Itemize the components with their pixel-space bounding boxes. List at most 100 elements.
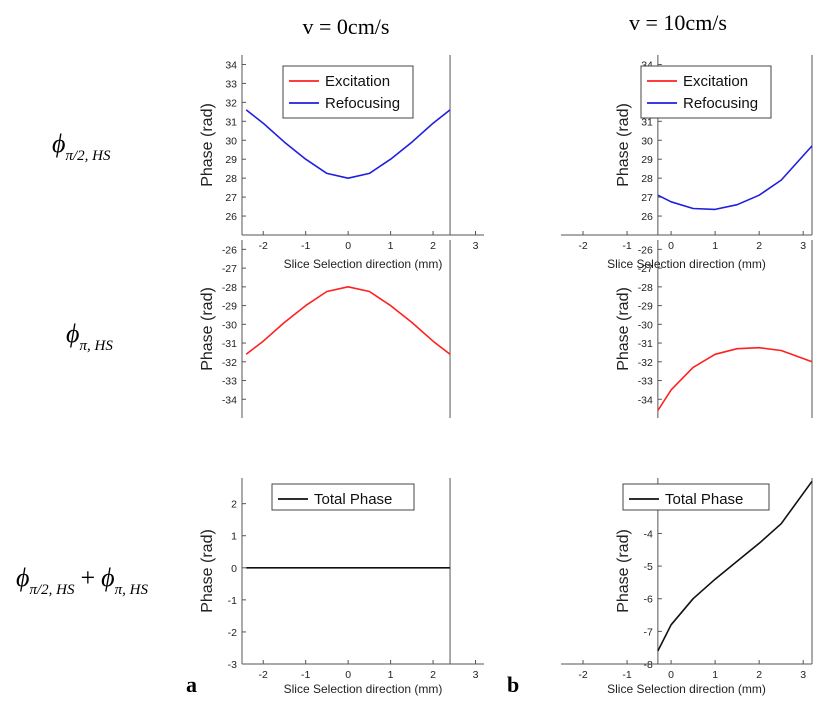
chart-a1: 26 27 28 29 30 31 32 33 34 -2 -1 0 1 2 3 Slice Selectio… xyxy=(199,55,484,271)
legend-label-b1-1: Refocusing xyxy=(683,95,758,112)
legend-label-b1-0: Excitation xyxy=(683,73,748,90)
ytick-label-a1-2: 28 xyxy=(225,173,237,185)
ytick-label-b1-0: 26 xyxy=(641,211,653,223)
xtick-label-b3-5: 3 xyxy=(800,669,806,681)
xtick-label-b3-3: 1 xyxy=(712,669,718,681)
ytick-label-b3-5: -8 xyxy=(644,659,653,671)
ytick-label-b1-4: 30 xyxy=(641,135,653,147)
legend-box-b1 xyxy=(640,65,772,119)
xtick-label-a1-1: -1 xyxy=(301,240,310,252)
xlabel-a3: Slice Selection direction (mm) xyxy=(284,682,443,696)
ylabel-b2: Phase (rad) xyxy=(615,287,632,371)
ytick-label-a1-8: 34 xyxy=(225,59,237,71)
ytick-label-b2-1: -27 xyxy=(638,263,653,275)
series-line-b3-0 xyxy=(657,480,813,652)
xtick-label-a1-3: 1 xyxy=(388,240,394,252)
xtick-label-a1-2: 0 xyxy=(345,240,351,252)
xtick-label-b1-2: 0 xyxy=(668,240,674,252)
ytick-label-a1-7: 33 xyxy=(225,78,237,90)
panel-letter-a: a xyxy=(186,672,197,697)
ylabel-a2: Phase (rad) xyxy=(199,287,216,371)
legend-label-a1-0: Excitation xyxy=(325,73,390,90)
xtick-label-b3-4: 2 xyxy=(756,669,762,681)
ytick-label-b2-2: -28 xyxy=(638,282,653,294)
row-label-3: ϕπ/2, HS + ϕπ, HS xyxy=(16,563,148,598)
xtick-label-b1-0: -2 xyxy=(578,240,587,252)
series-line-a1-0 xyxy=(245,109,451,179)
xtick-label-a3-4: 2 xyxy=(430,669,436,681)
ytick-label-b1-8: 34 xyxy=(641,59,653,71)
ytick-label-a1-1: 27 xyxy=(225,192,237,204)
legend-box-b3 xyxy=(622,483,770,511)
ytick-label-b3-4: -7 xyxy=(644,626,653,638)
row-label-1: ϕπ/2, HS xyxy=(52,129,111,164)
ylabel-a3: Phase (rad) xyxy=(199,529,216,613)
xlabel-b1: Slice Selection direction (mm) xyxy=(607,257,766,271)
xtick-label-a3-5: 3 xyxy=(473,669,479,681)
ytick-label-b2-4: -30 xyxy=(638,319,653,331)
ytick-label-a2-3: -29 xyxy=(222,301,237,313)
ytick-label-a2-0: -26 xyxy=(222,244,237,256)
ytick-label-b2-0: -26 xyxy=(638,244,653,256)
ytick-label-b1-2: 28 xyxy=(641,173,653,185)
ytick-label-a2-7: -33 xyxy=(222,376,237,388)
chart-b2: -26 -27 -28 -29 -30 -31 -32 -33 -34 Phase (rad) xyxy=(615,240,813,418)
row-label-2: ϕπ, HS xyxy=(66,319,113,354)
xtick-label-a3-0: -2 xyxy=(259,669,268,681)
xtick-label-a1-0: -2 xyxy=(259,240,268,252)
series-line-a2-0 xyxy=(245,286,451,355)
ytick-label-b2-3: -29 xyxy=(638,301,653,313)
ytick-label-b1-3: 29 xyxy=(641,154,653,166)
series-line-b1-0 xyxy=(657,145,813,211)
ylabel-a1: Phase (rad) xyxy=(199,103,216,187)
ytick-label-a3-1: 1 xyxy=(231,531,237,543)
ylabel-b3: Phase (rad) xyxy=(615,529,632,613)
panel-letter-b: b xyxy=(507,672,519,697)
ytick-label-a2-6: -32 xyxy=(222,357,237,369)
ytick-label-a1-0: 26 xyxy=(225,211,237,223)
ytick-label-b3-3: -6 xyxy=(644,594,653,606)
legend-label-a3-0: Total Phase xyxy=(314,491,392,508)
xtick-label-b1-1: -1 xyxy=(622,240,631,252)
legend-label-a1-1: Refocusing xyxy=(325,95,400,112)
ytick-label-b1-5: 31 xyxy=(641,116,653,128)
ytick-label-b3-2: -5 xyxy=(644,561,653,573)
xtick-label-a3-2: 0 xyxy=(345,669,351,681)
ytick-label-b1-1: 27 xyxy=(641,192,653,204)
ytick-label-b2-7: -33 xyxy=(638,376,653,388)
xlabel-a1: Slice Selection direction (mm) xyxy=(284,257,443,271)
ytick-label-a1-6: 32 xyxy=(225,97,237,109)
ylabel-b1: Phase (rad) xyxy=(615,103,632,187)
ytick-label-b2-6: -32 xyxy=(638,357,653,369)
ytick-label-a3-0: 2 xyxy=(231,499,237,511)
legend-box-a1 xyxy=(282,65,414,119)
ytick-label-b2-5: -31 xyxy=(638,338,653,350)
header-left: v = 0cm/s xyxy=(303,14,390,39)
xtick-label-a1-4: 2 xyxy=(430,240,436,252)
xtick-label-b1-3: 1 xyxy=(712,240,718,252)
xtick-label-b3-0: -2 xyxy=(578,669,587,681)
xtick-label-a3-3: 1 xyxy=(388,669,394,681)
chart-a3: 2 1 0 -1 -2 -3 -2 -1 0 1 2 3 Slice Selection directi… xyxy=(199,478,484,696)
ytick-label-b2-8: -34 xyxy=(638,394,653,406)
ytick-label-a2-4: -30 xyxy=(222,319,237,331)
legend-box-a3 xyxy=(271,483,415,511)
ytick-label-a3-3: -1 xyxy=(228,595,237,607)
legend-label-b3-0: Total Phase xyxy=(665,491,743,508)
chart-a2: -26 -27 -28 -29 -30 -31 -32 -33 -34 Phase (rad) xyxy=(199,240,451,418)
xtick-label-a3-1: -1 xyxy=(301,669,310,681)
xtick-label-b3-2: 0 xyxy=(668,669,674,681)
ytick-label-a3-4: -2 xyxy=(228,627,237,639)
xtick-label-b1-5: 3 xyxy=(800,240,806,252)
xtick-label-b1-4: 2 xyxy=(756,240,762,252)
ytick-label-a1-5: 31 xyxy=(225,116,237,128)
ytick-label-a3-5: -3 xyxy=(228,659,237,671)
ytick-label-b3-1: -4 xyxy=(644,528,653,540)
ytick-label-a3-2: 0 xyxy=(231,563,237,575)
xtick-label-a1-5: 3 xyxy=(473,240,479,252)
header-right: v = 10cm/s xyxy=(629,10,727,35)
